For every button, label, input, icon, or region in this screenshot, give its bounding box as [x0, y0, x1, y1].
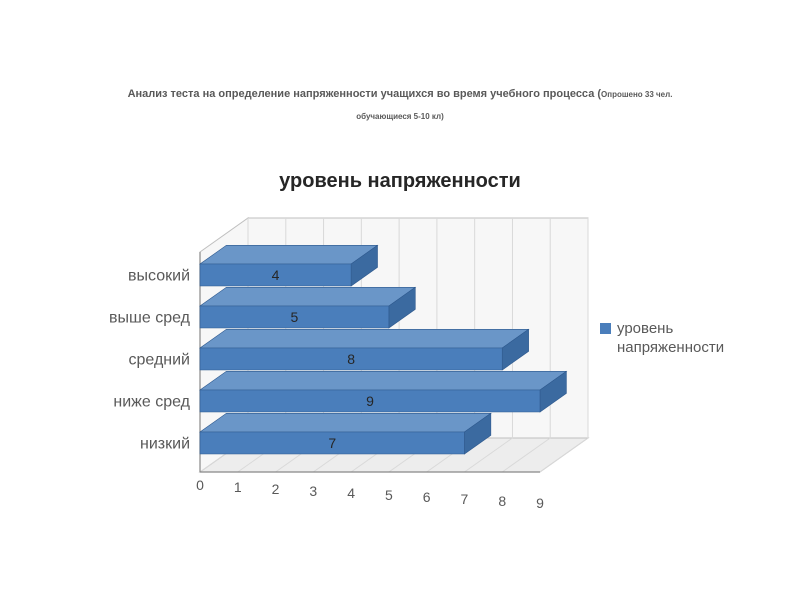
- x-tick-label: 8: [498, 493, 506, 509]
- category-label: ниже сред: [113, 394, 190, 411]
- x-tick-label: 6: [423, 489, 431, 505]
- x-tick-label: 7: [461, 491, 469, 507]
- x-tick-label: 4: [347, 485, 355, 501]
- x-tick-label: 9: [536, 495, 544, 511]
- bar-value-label: 5: [291, 309, 299, 325]
- x-tick-label: 2: [272, 481, 280, 497]
- bar-value-label: 7: [328, 435, 336, 451]
- x-tick-label: 5: [385, 487, 393, 503]
- category-label: высокий: [128, 268, 190, 285]
- bar-top: [200, 371, 566, 390]
- tension-bar-chart: 0 1 2 3 4 5 6 7 8 9 4 высокий 5 выше сред 8 средний 9 ниж…: [100, 118, 688, 572]
- bar-value-label: 4: [272, 267, 280, 283]
- bar-top: [200, 287, 415, 306]
- x-tick-label: 3: [309, 483, 317, 499]
- x-tick-label: 1: [234, 479, 242, 495]
- bar-top: [200, 329, 529, 348]
- page-heading-note1: Опрошено 33 чел.: [601, 90, 672, 99]
- bar-value-label: 8: [347, 351, 355, 367]
- bar-top: [200, 245, 378, 264]
- page-heading-main: Анализ теста на определение напряженност…: [128, 88, 601, 100]
- bar-value-label: 9: [366, 393, 374, 409]
- category-label: низкий: [140, 436, 190, 453]
- x-tick-label: 0: [196, 477, 204, 493]
- category-label: выше сред: [109, 310, 191, 327]
- category-label: средний: [129, 352, 191, 369]
- bar-top: [200, 413, 491, 432]
